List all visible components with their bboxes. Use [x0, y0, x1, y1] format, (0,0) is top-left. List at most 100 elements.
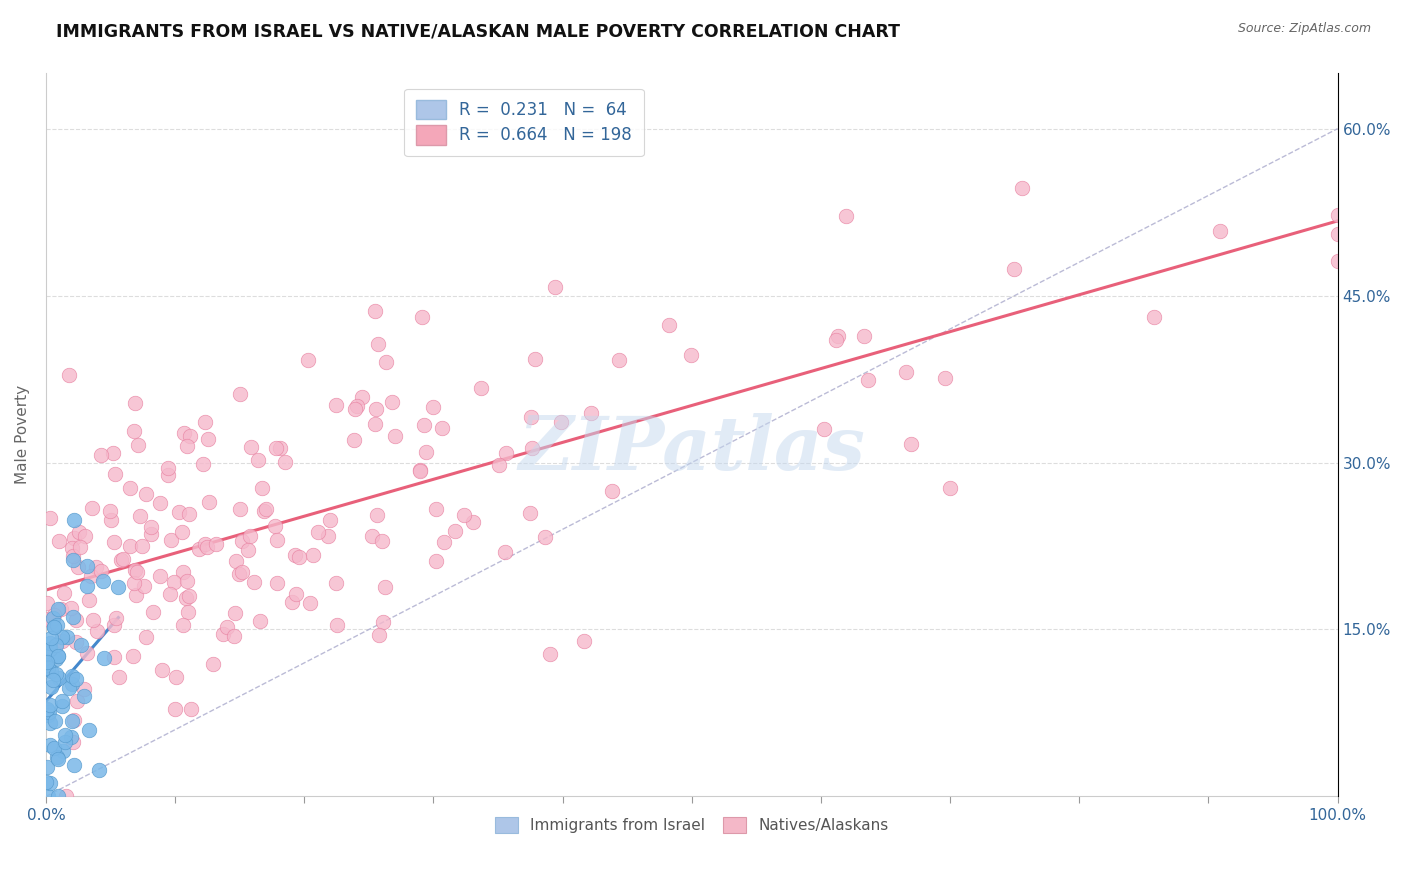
Point [35, 701, 58, 715]
Point [179, 429, 201, 443]
Point [375, 355, 398, 369]
Point [65, 694, 87, 708]
Point [425, 502, 447, 516]
Point [900, 437, 922, 451]
Point [124, 396, 146, 410]
Point [939, 481, 962, 495]
Point [38, 511, 60, 525]
Y-axis label: Male Poverty: Male Poverty [15, 385, 30, 484]
Point [371, 533, 394, 548]
Point [38, 698, 60, 712]
Point [59, 731, 82, 745]
Point [197, 432, 219, 446]
Point [422, 400, 444, 414]
Point [41, 664, 63, 678]
Point [679, 348, 702, 362]
Point [135, 630, 157, 644]
Point [66, 559, 89, 574]
Point [415, 445, 437, 459]
Point [51, 698, 73, 713]
Point [302, 549, 325, 563]
Point [76, 579, 98, 593]
Point [325, 576, 347, 591]
Point [62, 532, 84, 546]
Point [205, 537, 228, 551]
Point [35, 612, 58, 626]
Point [150, 663, 173, 677]
Point [80, 568, 103, 582]
Point [413, 417, 436, 432]
Point [195, 540, 218, 554]
Point [229, 387, 252, 401]
Point [65, 613, 87, 627]
Point [238, 529, 260, 543]
Point [48, 752, 70, 766]
Point [177, 507, 200, 521]
Point [534, 530, 557, 544]
Point [62, 735, 84, 749]
Point [316, 529, 339, 543]
Point [141, 526, 163, 541]
Point [224, 629, 246, 643]
Point [1002, 262, 1025, 277]
Point [194, 537, 217, 551]
Point [367, 336, 389, 351]
Point [124, 588, 146, 602]
Point [425, 553, 447, 567]
Point [72, 681, 94, 696]
Point [44, 714, 66, 729]
Point [82, 613, 104, 627]
Point [266, 441, 288, 455]
Point [572, 634, 595, 648]
Point [76, 559, 98, 574]
Point [37, 655, 59, 669]
Point [1326, 254, 1348, 268]
Point [160, 533, 183, 547]
Point [37, 703, 59, 717]
Point [48, 533, 70, 548]
Point [129, 508, 152, 523]
Point [254, 502, 277, 516]
Point [273, 455, 295, 469]
Point [44, 607, 66, 622]
Point [52, 744, 75, 758]
Point [411, 310, 433, 325]
Point [60, 601, 83, 615]
Point [856, 373, 879, 387]
Point [107, 670, 129, 684]
Point [579, 407, 602, 421]
Point [79, 723, 101, 737]
Point [55, 735, 77, 749]
Point [131, 540, 153, 554]
Point [37, 708, 59, 723]
Point [430, 421, 453, 435]
Point [453, 508, 475, 522]
Point [139, 520, 162, 534]
Point [103, 535, 125, 549]
Point [384, 428, 406, 442]
Point [45, 652, 67, 666]
Point [65, 672, 87, 686]
Point [58, 681, 80, 695]
Point [60, 714, 83, 728]
Point [366, 508, 388, 522]
Point [249, 614, 271, 628]
Point [284, 587, 307, 601]
Point [124, 576, 146, 591]
Point [346, 399, 368, 413]
Point [191, 458, 214, 472]
Point [90, 448, 112, 462]
Point [103, 650, 125, 665]
Point [470, 381, 492, 395]
Point [104, 467, 127, 482]
Point [70, 638, 93, 652]
Point [343, 433, 366, 447]
Point [169, 505, 191, 519]
Point [344, 402, 367, 417]
Point [172, 566, 194, 580]
Point [46, 601, 69, 615]
Point [373, 615, 395, 630]
Point [835, 209, 858, 223]
Point [51, 693, 73, 707]
Point [176, 439, 198, 453]
